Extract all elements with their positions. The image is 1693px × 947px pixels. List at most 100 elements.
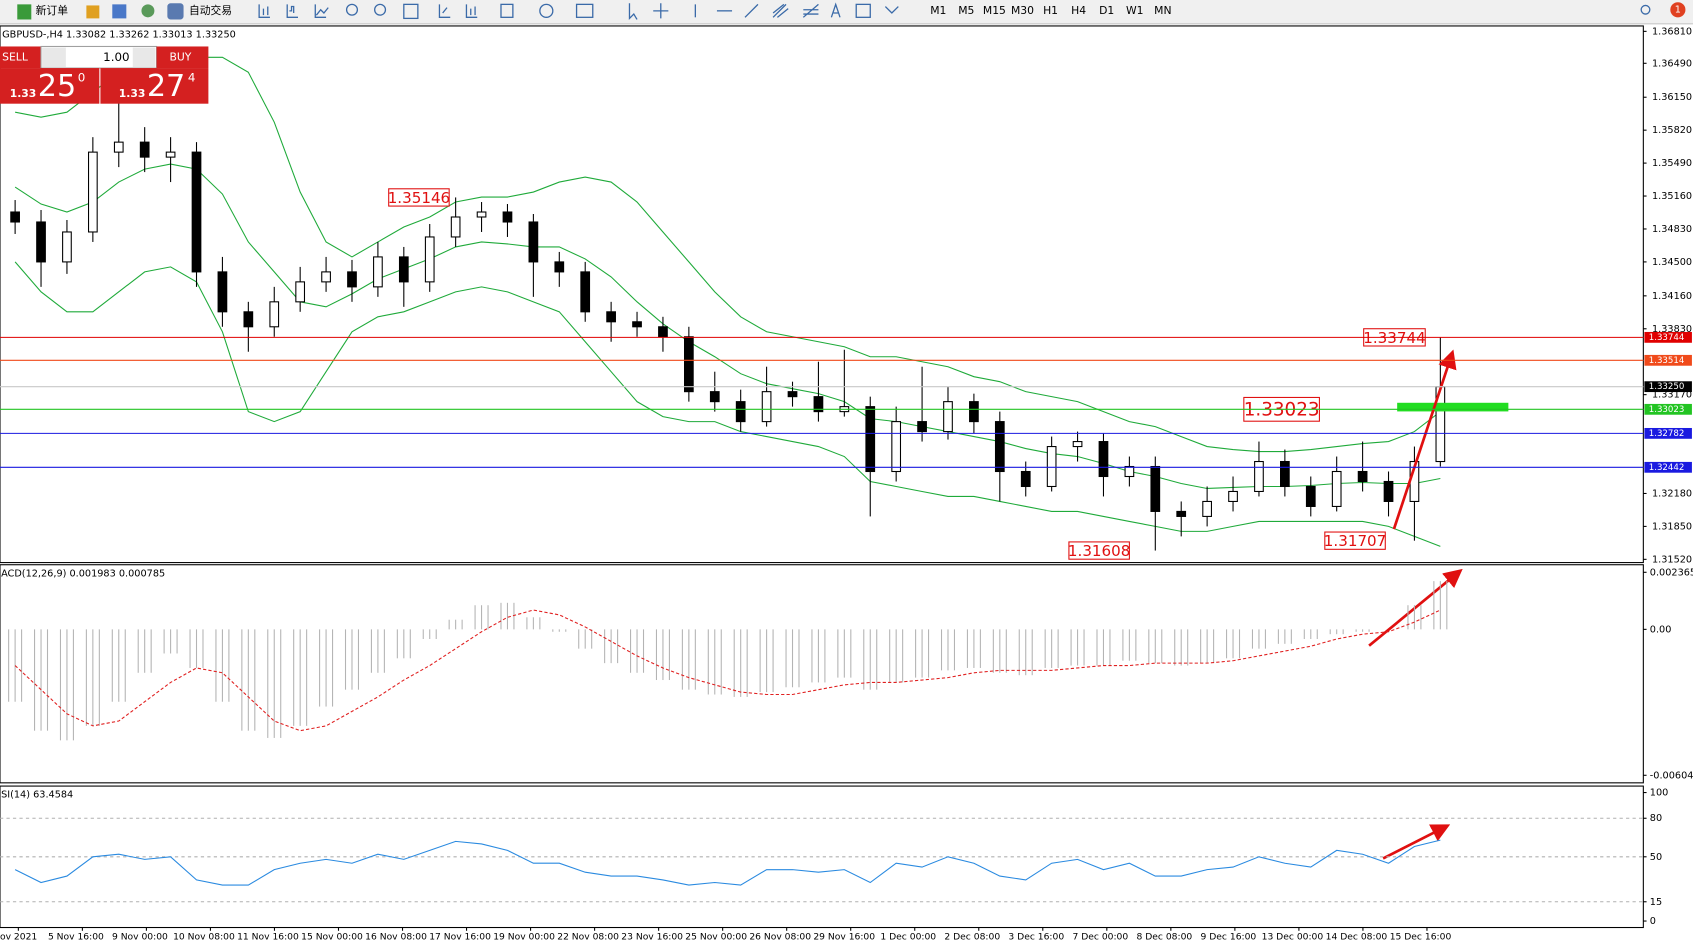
candle-body (1357, 470, 1368, 483)
candle-body (1383, 480, 1394, 502)
date-label: 8 Dec 08:00 (1136, 932, 1192, 943)
chart-shift[interactable] (465, 4, 478, 18)
candle-body (1176, 510, 1187, 517)
level-price-label: 1.32442 (1649, 463, 1685, 473)
candle-body (994, 421, 1005, 473)
candle-body (735, 401, 746, 423)
timeframe-button[interactable]: M30 (1011, 4, 1034, 17)
lot-up[interactable] (132, 47, 156, 67)
auto-trading-button[interactable]: 自动交易 (189, 4, 232, 17)
auto-trading-icon[interactable] (167, 3, 184, 20)
channel-tool[interactable] (772, 3, 789, 18)
date-label: 14 Dec 08:00 (1326, 932, 1388, 943)
y-tick-label: 1.33830 (1652, 324, 1692, 335)
timeframe-button[interactable]: M15 (983, 4, 1006, 17)
candle-body (502, 211, 513, 223)
candle-body (969, 401, 979, 423)
timeframe-button[interactable]: W1 (1126, 4, 1144, 17)
bid-box[interactable] (0, 68, 100, 104)
date-label: 23 Nov 16:00 (621, 932, 683, 943)
candle-body (347, 271, 357, 288)
ask-box[interactable] (100, 68, 209, 104)
candle-body (684, 336, 694, 393)
price-annotation: 1.31608 (1068, 542, 1130, 560)
y-tick-label: 1.35160 (1652, 191, 1692, 202)
auto-scroll[interactable] (438, 4, 451, 18)
date-label: 22 Nov 08:00 (557, 932, 619, 943)
new-order-icon[interactable] (17, 4, 32, 20)
lot-value: 1.00 (103, 50, 129, 64)
date-label: 9 Nov 00:00 (112, 932, 168, 943)
date-label: 26 Nov 08:00 (749, 932, 811, 943)
periods[interactable] (539, 3, 554, 18)
notification-badge[interactable] (1670, 2, 1686, 18)
timeframe-button[interactable]: H1 (1043, 4, 1058, 17)
candle-body (865, 406, 876, 473)
candle-body (191, 151, 202, 273)
cursor-tool[interactable] (628, 3, 638, 20)
fibo-tool[interactable] (802, 3, 819, 18)
date-label: 5 Nov 16:00 (48, 932, 104, 943)
buy-button[interactable] (156, 46, 209, 69)
candle-body (709, 391, 720, 403)
level-price-box (1644, 331, 1692, 343)
macd-tick-label: -0.006048 (1650, 770, 1693, 781)
text-tool[interactable] (830, 2, 841, 18)
candle-body (606, 311, 616, 323)
candle-body (113, 141, 124, 153)
toolbar (0, 0, 1693, 24)
tool-icon[interactable] (141, 4, 155, 18)
bollinger-middle (14, 163, 1441, 490)
lot-down[interactable] (42, 47, 66, 67)
trendline-tool[interactable] (744, 3, 759, 18)
search[interactable] (1640, 4, 1651, 15)
sell-button[interactable] (0, 46, 42, 69)
timeframe-button[interactable]: MN (1154, 4, 1171, 17)
candle-body (1150, 465, 1161, 512)
sell-text: SELL (2, 50, 28, 63)
timeframe-button[interactable]: M5 (958, 4, 974, 17)
candle-body (761, 391, 772, 423)
crosshair-tool[interactable] (653, 3, 669, 19)
candle-body (891, 421, 902, 473)
tool-icon[interactable] (112, 4, 127, 19)
toolbar-tools (258, 2, 1651, 20)
y-tick-label: 1.32180 (1652, 488, 1692, 499)
indicators[interactable] (500, 3, 514, 18)
templates[interactable] (575, 3, 594, 18)
level-price-box (1644, 427, 1692, 439)
zoom-in[interactable] (345, 3, 359, 16)
date-label: 25 Nov 00:00 (685, 932, 747, 943)
date-label: 17 Nov 16:00 (429, 932, 491, 943)
zoom-out[interactable] (374, 3, 387, 16)
tile-windows[interactable] (403, 3, 419, 20)
timeframe-button[interactable]: H4 (1071, 4, 1086, 17)
date-label: 15 Nov 00:00 (301, 932, 363, 943)
date-label: 10 Nov 08:00 (173, 932, 235, 943)
notification-count: 1 (1675, 5, 1681, 16)
arrows-tool[interactable] (884, 6, 899, 14)
y-tick-label: 1.36150 (1652, 92, 1692, 103)
date-label: 11 Nov 16:00 (237, 932, 299, 943)
date-label: 29 Nov 16:00 (813, 932, 875, 943)
candle-body (476, 211, 487, 218)
line-tool[interactable] (314, 4, 329, 18)
level-price-label: 1.33744 (1649, 333, 1685, 343)
timeframe-button[interactable]: M1 (930, 4, 946, 17)
new-order-button[interactable]: 新订单 (36, 4, 69, 17)
candle-tool[interactable] (286, 4, 299, 18)
price-annotation: 1.35146 (388, 189, 450, 207)
bar-chart-tool[interactable] (258, 4, 270, 18)
tool-icon[interactable] (86, 5, 100, 19)
candle-body (269, 301, 280, 328)
candle-body (1098, 441, 1109, 478)
level-price-box (1644, 381, 1692, 393)
candle-body (217, 271, 228, 313)
timeframe-button[interactable]: D1 (1099, 4, 1114, 17)
label-tool[interactable] (855, 3, 871, 18)
y-tick-label: 1.36490 (1652, 58, 1692, 69)
level-price-box (1644, 354, 1692, 366)
candle-body (36, 221, 46, 263)
candle-body (1020, 470, 1031, 488)
